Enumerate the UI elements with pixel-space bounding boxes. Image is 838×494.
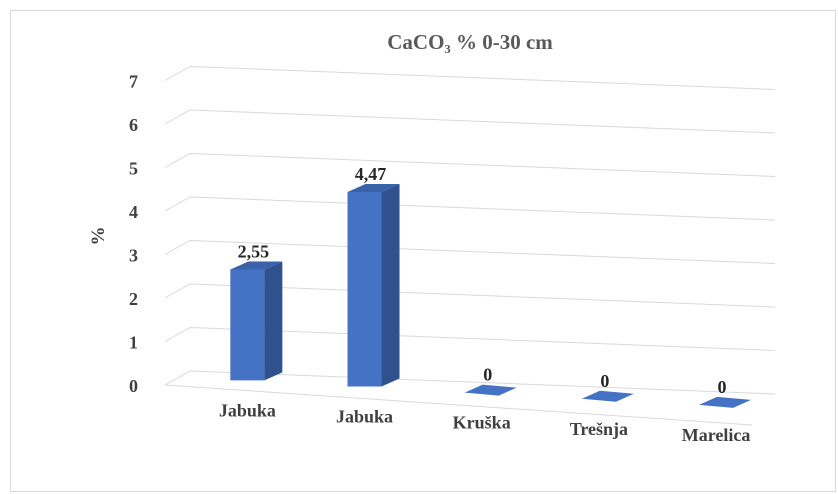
bar <box>581 390 634 402</box>
chart-title: CaCO₃ % 0-30 cm <box>387 30 553 54</box>
floor-back-edge <box>164 370 776 395</box>
chart-frame <box>10 10 836 492</box>
y-tick-label: 0 <box>129 376 138 396</box>
gridline <box>164 283 776 308</box>
data-labels: 2,55 4,47 0 0 0 <box>238 164 727 397</box>
bar-side <box>381 184 400 387</box>
data-label: 0 <box>718 377 727 397</box>
category-label: Trešnja <box>570 419 628 439</box>
data-label: 0 <box>600 371 609 391</box>
bar-top <box>230 261 283 270</box>
gridline <box>164 152 776 177</box>
gridline <box>164 326 776 351</box>
category-label: Kruška <box>453 413 511 433</box>
y-axis-label: % <box>88 227 109 246</box>
bars <box>230 184 752 408</box>
data-label: 4,47 <box>355 164 387 184</box>
bar-zero-plate <box>699 396 752 408</box>
bar-zero-plate <box>464 384 517 396</box>
bar <box>699 396 752 408</box>
category-label: Jabuka <box>219 400 276 420</box>
y-tick-label: 7 <box>129 72 138 92</box>
y-tick-label: 3 <box>129 246 138 266</box>
data-label: 0 <box>483 365 492 385</box>
gridline <box>164 109 776 134</box>
bar <box>347 184 400 387</box>
y-tick-label: 6 <box>129 115 138 135</box>
data-label: 2,55 <box>238 241 270 261</box>
bar-top <box>347 184 400 193</box>
y-tick-label: 2 <box>129 289 138 309</box>
gridline <box>164 239 776 264</box>
y-tick-label: 4 <box>129 202 138 222</box>
bar-zero-plate <box>581 390 634 402</box>
gridline <box>164 65 776 90</box>
gridline <box>164 196 776 221</box>
bar <box>230 261 283 381</box>
bar-front <box>230 269 265 381</box>
gridlines <box>164 65 776 426</box>
category-labels: Jabuka Jabuka Kruška Trešnja Marelica <box>219 400 751 445</box>
category-label: Marelica <box>682 425 751 445</box>
bar-front <box>347 192 382 387</box>
bar <box>464 384 517 396</box>
y-tick-label: 1 <box>129 333 138 353</box>
category-label: Jabuka <box>336 406 393 426</box>
bar-side <box>264 261 283 381</box>
y-tick-labels: 0 1 2 3 4 5 6 7 <box>129 72 138 397</box>
y-tick-label: 5 <box>129 159 138 179</box>
floor-front-edge <box>164 384 753 426</box>
